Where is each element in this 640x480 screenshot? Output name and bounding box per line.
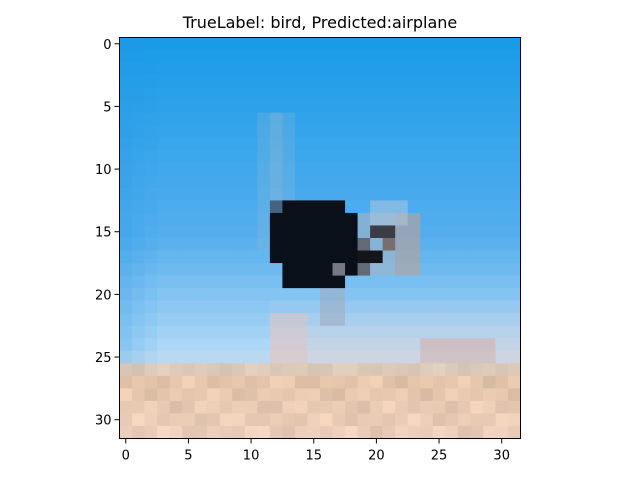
y-tick-label: 10 xyxy=(95,163,112,178)
y-tick-label: 15 xyxy=(95,226,112,241)
x-tick-label: 0 xyxy=(122,449,130,464)
y-tick-label: 0 xyxy=(103,38,111,53)
pixel-image xyxy=(119,37,522,440)
x-tick-label: 5 xyxy=(184,449,192,464)
x-tick-label: 20 xyxy=(368,449,385,464)
y-tick-label: 20 xyxy=(95,288,112,303)
y-tick-label: 30 xyxy=(95,414,112,429)
axes-frame xyxy=(119,37,521,439)
y-axis: 0 5 10 15 20 25 30 xyxy=(95,38,120,429)
x-tick-label: 30 xyxy=(493,449,510,464)
x-tick-label: 15 xyxy=(305,449,322,464)
figure-title: TrueLabel: bird, Predicted:airplane xyxy=(182,13,458,32)
x-tick-label: 25 xyxy=(431,449,448,464)
x-axis: 0 5 10 15 20 25 30 xyxy=(122,438,510,464)
y-tick-label: 25 xyxy=(95,351,112,366)
y-tick-label: 5 xyxy=(103,100,111,115)
x-tick-label: 10 xyxy=(243,449,260,464)
